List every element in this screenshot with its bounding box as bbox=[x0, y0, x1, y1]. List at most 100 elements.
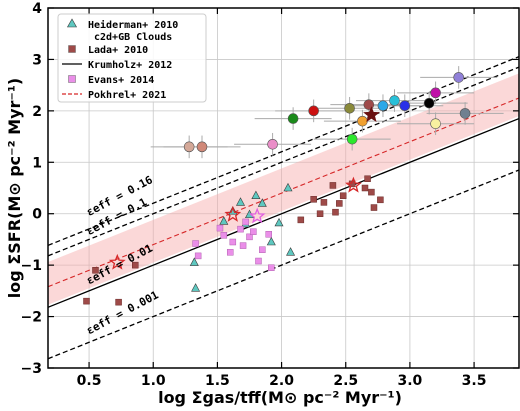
x-tick-label-0: 0.5 bbox=[77, 373, 102, 389]
legend-label-0: Heiderman+ 2010 bbox=[88, 19, 178, 31]
heiderman-point-4 bbox=[251, 190, 261, 200]
legend-label-4: Pokhrel+ 2021 bbox=[88, 90, 166, 101]
lada-point-5 bbox=[310, 196, 317, 203]
lada-point-2 bbox=[115, 298, 122, 306]
heiderman-point-0 bbox=[191, 283, 201, 292]
evans-point-4 bbox=[229, 238, 237, 246]
plot-frame bbox=[47, 7, 520, 369]
circle-point-3 bbox=[287, 113, 299, 124]
y-tick-label-0: −3 bbox=[21, 361, 42, 377]
lada-point-11 bbox=[361, 184, 369, 192]
evans-point-10 bbox=[268, 264, 275, 271]
circle-point-14 bbox=[430, 118, 441, 130]
evans-point-2 bbox=[216, 224, 224, 232]
evans-point-1 bbox=[194, 252, 202, 260]
legend-label-1: Lada+ 2010 bbox=[88, 45, 148, 56]
evans-point-12 bbox=[265, 231, 272, 238]
circle-point-0 bbox=[183, 141, 195, 153]
circle-point-7 bbox=[357, 115, 368, 127]
lada-point-9 bbox=[339, 192, 347, 199]
circle-point-16 bbox=[459, 108, 471, 119]
evans-point-13 bbox=[250, 228, 257, 235]
x-tick-label-2: 1.5 bbox=[205, 373, 230, 389]
evans-point-5 bbox=[237, 225, 244, 233]
circle-point-2 bbox=[267, 138, 278, 150]
lada-point-4 bbox=[297, 216, 305, 224]
heiderman-point-10 bbox=[286, 247, 296, 256]
line-4 bbox=[48, 97, 519, 288]
x-tick-label-6: 3.5 bbox=[462, 373, 487, 389]
circle-point-12 bbox=[423, 97, 435, 109]
circle-point-1 bbox=[196, 141, 208, 153]
evans-point-6 bbox=[242, 218, 249, 226]
heiderman-point-11 bbox=[257, 198, 267, 207]
data-points bbox=[83, 72, 471, 306]
circle-point-13 bbox=[430, 87, 441, 99]
lada-point-16 bbox=[336, 200, 343, 207]
lada-point-1 bbox=[92, 267, 99, 274]
y-tick-label-5: 2 bbox=[32, 104, 42, 120]
star-point-4 bbox=[248, 207, 266, 224]
line-0 bbox=[48, 56, 519, 246]
y-tick-label-3: 0 bbox=[32, 207, 42, 223]
x-tick-label-3: 2.0 bbox=[269, 373, 294, 389]
lada-point-14 bbox=[377, 196, 384, 204]
line-2 bbox=[48, 117, 519, 308]
line-1 bbox=[48, 66, 519, 257]
x-axis-label: log Σgas/tff(M⊙ pc⁻² Myr⁻¹) bbox=[158, 388, 402, 407]
circle-point-9 bbox=[377, 100, 389, 112]
lada-point-8 bbox=[332, 208, 339, 216]
circle-point-11 bbox=[399, 100, 411, 112]
lada-point-15 bbox=[368, 188, 375, 196]
star-point-1 bbox=[345, 176, 362, 193]
heiderman-point-3 bbox=[236, 197, 246, 206]
legend-label-0-line2: c2d+GB Clouds bbox=[94, 32, 172, 43]
evans-point-8 bbox=[255, 257, 262, 265]
heiderman-point-6 bbox=[274, 217, 284, 227]
legend-box bbox=[57, 13, 207, 103]
y-axis-label: log ΣSFR(M⊙ pc⁻² Myr⁻¹) bbox=[5, 78, 24, 298]
legend-label-3: Evans+ 2014 bbox=[88, 75, 154, 86]
efficiency-lines bbox=[48, 56, 519, 360]
eff-label-3: εeff = 0.001 bbox=[84, 288, 161, 337]
lada-point-6 bbox=[320, 199, 328, 206]
circle-point-10 bbox=[389, 95, 400, 106]
x-tick-label-5: 3.0 bbox=[398, 373, 423, 389]
lada-point-7 bbox=[329, 182, 337, 189]
legend-marker-1 bbox=[68, 45, 76, 53]
legend-marker-3 bbox=[68, 75, 76, 83]
circle-point-5 bbox=[344, 102, 355, 114]
star-point-3 bbox=[108, 253, 126, 270]
heiderman-point-7 bbox=[283, 182, 293, 192]
y-tick-label-1: −2 bbox=[21, 310, 42, 326]
star-point-0 bbox=[363, 106, 380, 123]
circle-point-15 bbox=[453, 72, 464, 83]
heiderman-point-5 bbox=[266, 236, 276, 246]
legend-marker-0 bbox=[66, 18, 78, 28]
evans-point-9 bbox=[259, 246, 266, 253]
evans-point-0 bbox=[192, 240, 199, 247]
lada-point-3 bbox=[132, 261, 139, 269]
y-tick-label-6: 3 bbox=[32, 52, 42, 68]
star-point-2 bbox=[224, 205, 242, 222]
legend-label-2: Krumholz+ 2012 bbox=[88, 60, 172, 71]
axis-ticks: 0.5 1.0 1.5 2.0 2.5 3.0 3.5 −3 −2 −1 0 1 2 3 4 bbox=[21, 1, 519, 389]
lada-point-13 bbox=[370, 204, 378, 211]
y-tick-label-7: 4 bbox=[32, 1, 42, 17]
heiderman-point-1 bbox=[189, 257, 199, 266]
y-tick-label-4: 1 bbox=[32, 155, 42, 171]
x-tick-label-1: 1.0 bbox=[141, 373, 166, 389]
circle-point-8 bbox=[363, 99, 375, 110]
pokhrel-band-area bbox=[48, 73, 519, 305]
heiderman-point-2 bbox=[219, 216, 229, 225]
line-3 bbox=[48, 169, 519, 360]
evans-point-3 bbox=[220, 232, 228, 239]
evans-point-11 bbox=[226, 249, 234, 256]
y-tick-label-2: −1 bbox=[21, 258, 42, 274]
circle-point-4 bbox=[308, 105, 319, 117]
evans-point-7 bbox=[246, 233, 253, 241]
lada-point-17 bbox=[316, 210, 324, 217]
x-tick-label-4: 2.5 bbox=[333, 373, 358, 389]
